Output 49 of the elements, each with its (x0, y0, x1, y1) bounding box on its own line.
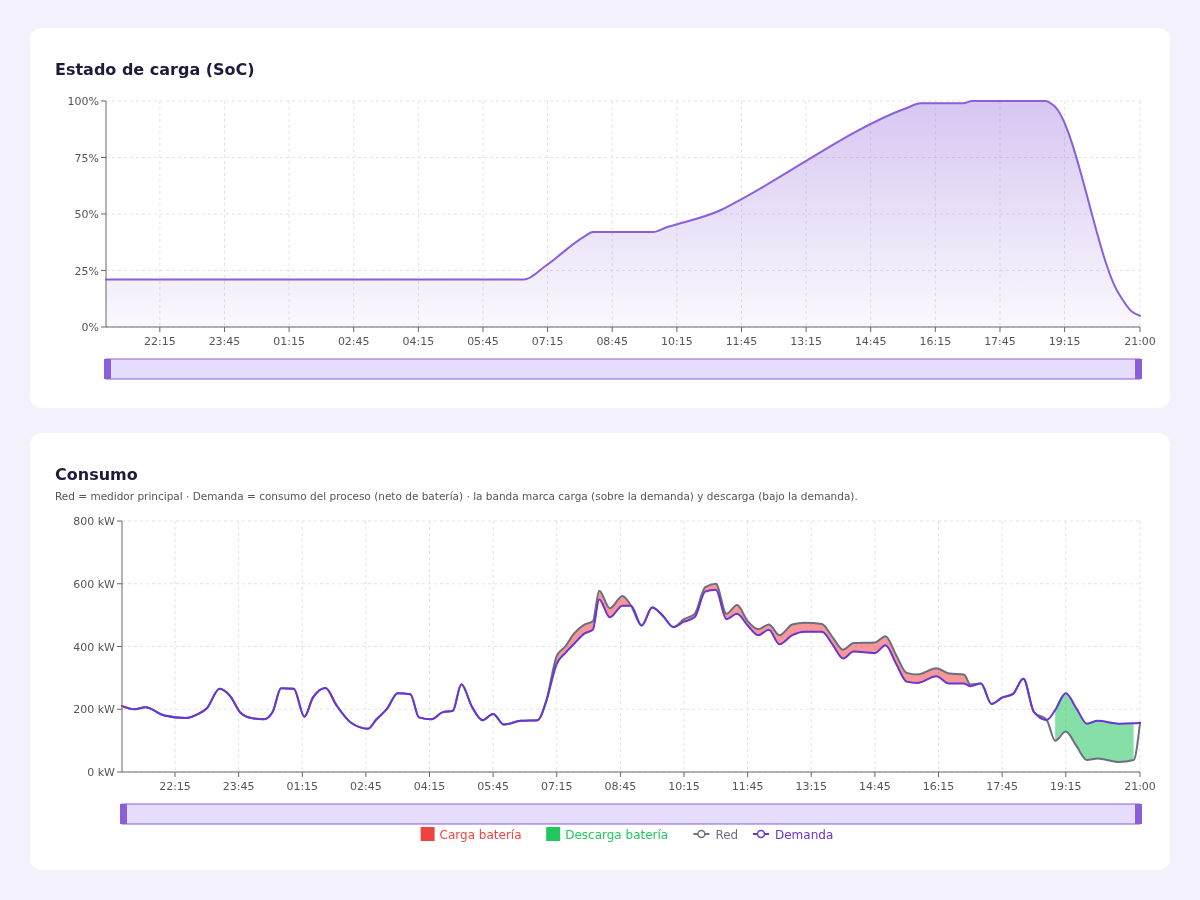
x-tick-label: 07:15 (540, 780, 573, 793)
x-tick-label: 07:15 (531, 335, 564, 348)
x-tick-label: 11:45 (731, 780, 764, 793)
x-tick-label: 22:15 (144, 335, 176, 348)
chart-title: Estado de carga (SoC) (55, 60, 255, 79)
chart-subtitle: Red = medidor principal · Demanda = consumo del proceso (neto de batería) · la banda marca carga (sobre la demanda) y descarga (bajo la demanda). (55, 490, 858, 502)
x-tick-label: 14:45 (854, 335, 887, 348)
x-tick-label: 10:15 (661, 335, 693, 348)
x-tick-label: 08:45 (604, 780, 637, 793)
y-tick-label: 0% (81, 321, 99, 334)
y-tick-label: 100% (67, 95, 99, 108)
x-tick-label: 05:45 (467, 335, 499, 348)
x-tick-label: 21:00 (1124, 335, 1156, 348)
x-tick-label: 04:15 (413, 780, 446, 793)
x-tick-label: 19:15 (1049, 780, 1082, 793)
x-tick-label: 02:45 (337, 335, 370, 348)
legend-label: Carga batería (439, 827, 522, 842)
x-tick-label: 04:15 (402, 335, 435, 348)
x-tick-label: 17:45 (986, 780, 1018, 793)
y-tick-label: 200 kW (73, 703, 116, 717)
legend-label: Descarga batería (565, 827, 669, 842)
x-tick-label: 16:15 (919, 335, 952, 348)
x-tick-label: 16:15 (922, 780, 955, 793)
y-tick-label: 800 kW (73, 515, 116, 528)
legend-label: Red (715, 827, 739, 842)
x-tick-label: 11:45 (725, 335, 758, 348)
x-tick-label: 13:15 (795, 780, 828, 793)
x-tick-label: 23:45 (222, 780, 255, 793)
x-tick-label: 01:15 (273, 335, 305, 348)
x-tick-label: 01:15 (286, 780, 319, 793)
y-tick-label: 50% (74, 208, 99, 221)
x-tick-label: 14:45 (859, 780, 891, 793)
legend-label: Demanda (775, 827, 834, 842)
x-tick-label: 13:15 (790, 335, 822, 348)
chart-title: Consumo (55, 465, 138, 484)
x-tick-label: 10:15 (668, 780, 700, 793)
x-tick-label: 17:45 (984, 335, 1016, 348)
y-tick-label: 600 kW (73, 577, 116, 591)
y-tick-label: 25% (74, 264, 99, 278)
x-tick-label: 02:45 (350, 780, 382, 793)
x-tick-label: 08:45 (596, 335, 629, 348)
y-tick-label: 75% (74, 151, 99, 165)
y-tick-label: 0 kW (87, 766, 116, 779)
x-tick-label: 23:45 (208, 335, 241, 348)
x-tick-label: 22:15 (159, 780, 191, 793)
x-tick-label: 19:15 (1048, 335, 1081, 348)
x-tick-label: 05:45 (477, 780, 509, 793)
y-tick-label: 400 kW (73, 640, 116, 654)
x-tick-label: 21:00 (1124, 780, 1156, 793)
